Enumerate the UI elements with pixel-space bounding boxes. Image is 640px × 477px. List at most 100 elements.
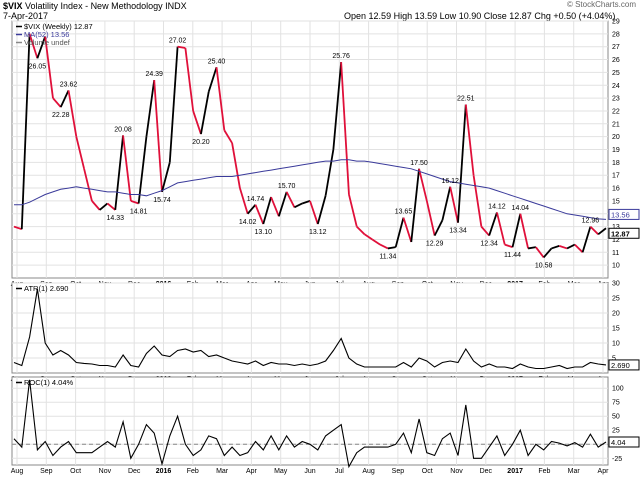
y-tick-label: 20 [612, 311, 620, 318]
price-segment [581, 226, 592, 253]
legend-label: ATR(1) 2.690 [24, 284, 68, 293]
x-tick-label: Dec [128, 468, 141, 475]
x-tick-label: Apr [598, 468, 610, 475]
price-segment [262, 196, 272, 225]
x-tick-label: 2017 [507, 468, 523, 475]
price-segment [535, 246, 545, 258]
x-tick-label: Sep [392, 468, 405, 475]
price-annotation: 13.10 [254, 229, 272, 236]
price-segment [137, 136, 148, 204]
price-segment [277, 191, 288, 217]
y-tick-label: -25 [612, 456, 622, 463]
price-annotation: 25.40 [208, 58, 226, 65]
last-value-badge: 4.04 [608, 436, 640, 448]
x-tick-label: Aug [11, 468, 24, 475]
x-tick-label: Nov [99, 468, 112, 475]
price-segment [441, 186, 452, 221]
price-segment [44, 36, 54, 99]
y-tick-label: 23 [612, 96, 620, 103]
price-segment [371, 238, 381, 246]
badge-box [608, 359, 640, 371]
price-annotation: 14.33 [106, 215, 124, 222]
price-segment [324, 149, 335, 196]
price-segment [348, 194, 358, 227]
price-annotation: 25.76 [332, 53, 350, 60]
y-tick-label: 12 [612, 237, 620, 244]
price-annotation: 22.51 [457, 96, 475, 103]
price-segment [13, 225, 23, 231]
x-tick-label: Oct [422, 468, 433, 475]
price-segment [36, 36, 47, 59]
y-tick-label: 27 [612, 44, 620, 51]
price-segment [59, 90, 70, 108]
y-tick-label: 15 [612, 326, 620, 333]
price-segment [153, 80, 163, 192]
y-tick-label: 18 [612, 160, 620, 167]
chart-symbol: $VIX [3, 1, 23, 11]
price-segment [433, 219, 444, 237]
x-tick-label: Mar [568, 468, 581, 475]
price-annotation: 12.29 [426, 241, 444, 248]
legend-label: ROC(1) 4.04% [24, 378, 74, 387]
price-segment [309, 200, 319, 225]
price-segment [410, 168, 420, 243]
price-segment [177, 45, 186, 49]
price-annotation: 26.05 [29, 63, 47, 70]
price-segment [114, 135, 124, 210]
price-annotation: 15.74 [153, 197, 171, 204]
y-tick-label: 22 [612, 108, 620, 115]
chart-date: 7-Apr-2017 [3, 11, 49, 21]
price-segment [387, 246, 396, 250]
y-tick-label: 25 [612, 428, 620, 435]
price-segment [425, 200, 436, 236]
price-segment [215, 67, 226, 131]
x-tick-label: May [274, 468, 288, 475]
x-tick-label: Feb [187, 468, 199, 475]
price-segment [75, 136, 85, 169]
price-segment [480, 226, 490, 237]
price-segment [394, 217, 405, 248]
price-segment [91, 200, 101, 211]
badge-label: 2.690 [611, 361, 630, 370]
price-segment [207, 66, 218, 92]
price-segment [130, 200, 139, 205]
y-tick-label: 10 [612, 263, 620, 270]
price-annotation: 23.62 [60, 81, 78, 88]
price-annotation: 24.39 [145, 71, 163, 78]
price-segment [294, 202, 303, 209]
price-segment [192, 110, 202, 135]
price-segment [496, 212, 506, 245]
price-annotation: 15.70 [278, 183, 296, 190]
legend-label: Volume undef [24, 38, 71, 47]
x-tick-label: 2016 [156, 468, 172, 475]
price-segment [449, 186, 459, 223]
price-segment [247, 204, 257, 215]
y-tick-label: 11 [612, 250, 619, 257]
price-segment [270, 196, 280, 217]
y-tick-label: 30 [612, 281, 620, 288]
x-tick-label: Mar [216, 468, 229, 475]
price-annotation: 14.12 [488, 203, 506, 210]
badge-label: 12.87 [611, 229, 630, 238]
y-tick-label: 29 [612, 19, 620, 26]
watermark: © StockCharts.com [566, 0, 636, 9]
price-segment [527, 246, 537, 250]
y-tick-label: 100 [612, 386, 624, 393]
x-tick-label: Feb [538, 468, 550, 475]
moving-average-line [14, 159, 607, 220]
price-annotation: 16.12 [441, 178, 459, 185]
price-annotation: 13.34 [449, 228, 467, 235]
price-segment [566, 243, 576, 250]
price-segment [574, 243, 584, 253]
y-tick-label: 5 [612, 356, 616, 363]
price-annotation: 10.58 [535, 262, 553, 269]
chart-exchange: INDX [165, 1, 187, 11]
x-tick-label: Sep [40, 468, 53, 475]
badge-box [608, 227, 640, 239]
price-segment [464, 104, 475, 176]
y-tick-label: 16 [612, 186, 620, 193]
price-segment [504, 243, 513, 249]
price-segment [457, 104, 467, 223]
y-tick-label: 26 [612, 57, 620, 64]
